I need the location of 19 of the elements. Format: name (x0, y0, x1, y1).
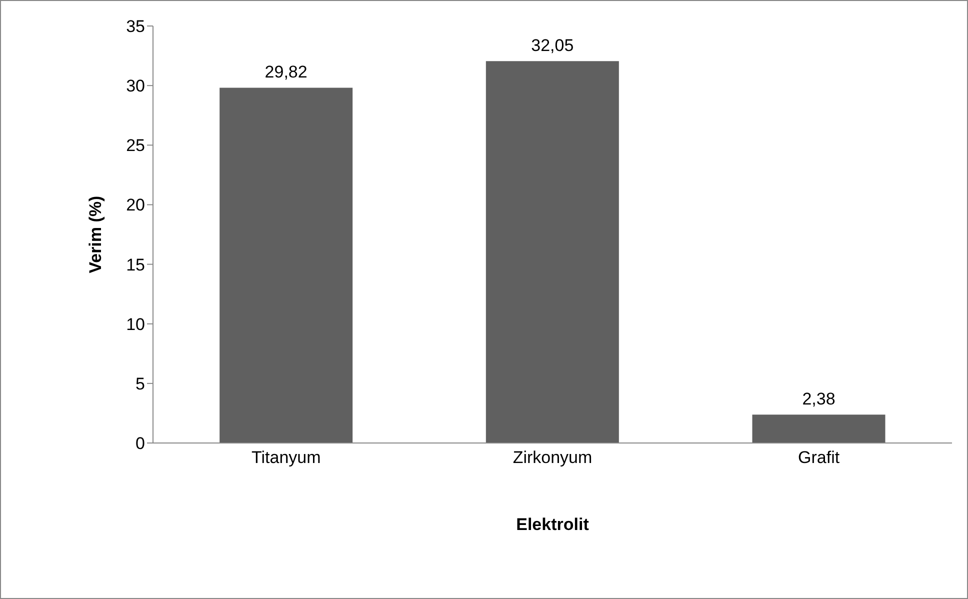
y-tick-label: 10 (126, 314, 145, 334)
bar (486, 61, 619, 443)
y-tick-label: 15 (126, 255, 145, 274)
y-axis-title: Verim (%) (86, 196, 106, 274)
y-tick-label: 25 (126, 136, 145, 156)
y-tick-label: 0 (136, 434, 145, 454)
bar (220, 88, 353, 443)
x-tick-label: Titanyum (252, 448, 321, 468)
data-label: 2,38 (802, 390, 836, 409)
y-tick-label: 20 (126, 196, 145, 215)
x-axis-title: Elektrolit (516, 515, 590, 534)
x-tick-label: Zirkonyum (512, 448, 592, 468)
y-tick-label: 30 (126, 76, 145, 96)
data-label: 32,05 (531, 36, 574, 56)
data-label: 29,82 (264, 62, 308, 82)
y-tick-label: 35 (126, 17, 145, 36)
x-tick-label: Grafit (798, 448, 840, 468)
y-tick-label: 5 (136, 374, 145, 394)
bar (752, 414, 886, 443)
